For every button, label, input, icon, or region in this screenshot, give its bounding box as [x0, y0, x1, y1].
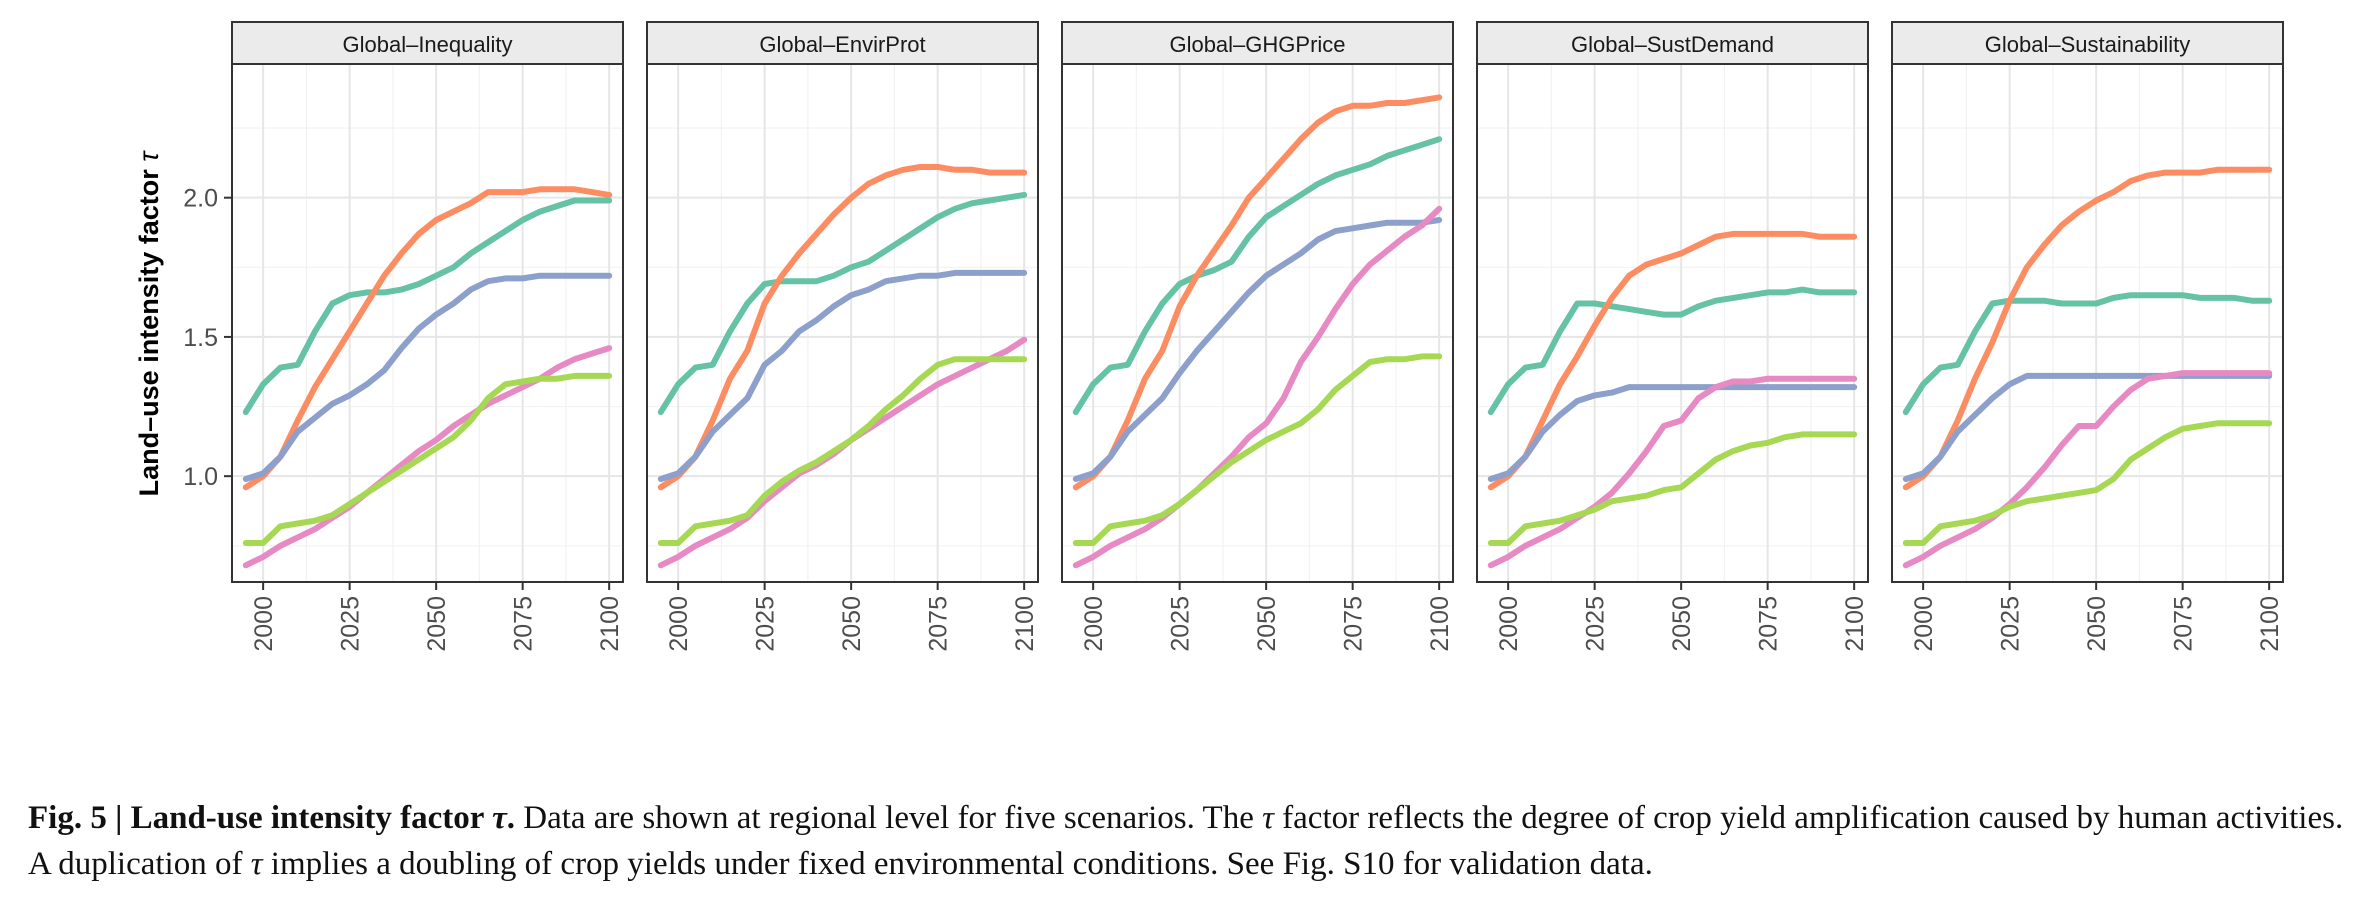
x-tick-label: 2100 [1426, 596, 1454, 652]
panel-border [1891, 63, 2284, 583]
panel-strip [646, 21, 1039, 65]
panel-border [646, 63, 1039, 583]
plot-background [647, 64, 1038, 582]
series-line-row [1072, 353, 1443, 546]
x-tick-label: 2025 [337, 596, 365, 652]
series-line-asia [1902, 166, 2273, 491]
panel-title: Global–EnvirProt [759, 32, 925, 57]
panel-border [1061, 63, 1454, 583]
x-tick-label: 2100 [1011, 596, 1039, 652]
panel-border [231, 63, 624, 583]
series-line-ssa [1487, 375, 1858, 569]
x-tick-label: 2000 [1495, 596, 1523, 652]
panel-global-sustainability: Global–Sustainability 2000 2025 2050 2075 210… [1891, 21, 2284, 652]
x-tick-label: 2000 [665, 596, 693, 652]
x-tick-label: 2025 [1582, 596, 1610, 652]
series-line-asia [242, 186, 613, 491]
x-tick-label: 2000 [250, 596, 278, 652]
x-tick-label: 2000 [1080, 596, 1108, 652]
caption-text-2: factor reflects the degree of crop yield… [28, 800, 2344, 882]
x-tick-label: 2050 [1668, 596, 1696, 652]
plot-background [1062, 64, 1453, 582]
series-line-lam [1487, 384, 1858, 482]
panel-global-inequality: Global–Inequality 2000 2025 2050 2075 2100 [231, 21, 624, 652]
series-line-row [242, 372, 613, 546]
caption-tau-1: τ [1262, 800, 1274, 836]
series-line-lam [242, 272, 613, 482]
x-tick-label: 2025 [752, 596, 780, 652]
panel-strip [1891, 21, 2284, 65]
x-tick-label: 2075 [925, 596, 953, 652]
x-tick-label: 2100 [2256, 596, 2284, 652]
y-tick-label: 1.0 [183, 463, 218, 491]
x-tick-label: 2025 [1167, 596, 1195, 652]
panel-global-sustdemand: Global–SustDemand 2000 2025 2050 2075 2100 [1476, 21, 1869, 652]
y-tick-label: 2.0 [183, 185, 218, 213]
x-tick-label: 2025 [1997, 596, 2025, 652]
series-line-ssa [242, 345, 613, 569]
caption-label-end: . [506, 800, 515, 836]
x-tick-label: 2050 [423, 596, 451, 652]
caption-text-1: Data are shown at regional level for fiv… [515, 800, 1263, 836]
x-tick-label: 2100 [1841, 596, 1869, 652]
series-line-oecd90-eu [1487, 286, 1858, 416]
panel-global-envirprot: Global–EnvirProt 2000 2025 2050 2075 2100 [646, 21, 1039, 652]
panel-title: Global–SustDemand [1571, 32, 1774, 57]
x-tick-label: 2100 [596, 596, 624, 652]
series-line-row [1487, 431, 1858, 546]
y-axis-title-symbol: τ [134, 150, 164, 162]
panel-global-ghgprice: Global–GHGPrice 2000 2025 2050 2075 2100 [1061, 21, 1454, 652]
faceted-line-chart: Land–use intensity factor τ 1.0 1.5 2.0 Glob… [134, 21, 2284, 652]
x-tick-label: 2075 [510, 596, 538, 652]
series-line-row [657, 356, 1028, 546]
figure-caption: Fig. 5 | Land-use intensity factor τ. Da… [28, 795, 2358, 887]
series-line-oecd90-eu [1902, 292, 2273, 416]
series-line-oecd90-eu [657, 191, 1028, 416]
x-tick-label: 2050 [2083, 596, 2111, 652]
series-line-asia [1072, 94, 1443, 491]
x-tick-label: 2075 [1340, 596, 1368, 652]
x-tick-label: 2075 [2170, 596, 2198, 652]
y-tick-label: 1.5 [183, 324, 218, 352]
series-line-asia [1487, 230, 1858, 491]
panel-title: Global–Sustainability [1985, 32, 2190, 57]
panel-strip [1061, 21, 1454, 65]
panel-strip [231, 21, 624, 65]
caption-label-symbol: τ [492, 800, 507, 836]
panel-title: Global–Inequality [342, 32, 512, 57]
series-line-lam [1072, 217, 1443, 482]
caption-label: Fig. 5 | Land-use intensity factor τ. [28, 800, 515, 836]
series-line-oecd90-eu [242, 197, 613, 416]
series-line-row [1902, 420, 2273, 546]
x-tick-label: 2075 [1755, 596, 1783, 652]
series-line-oecd90-eu [1072, 136, 1443, 416]
series-line-ssa [1072, 205, 1443, 569]
x-tick-label: 2000 [1910, 596, 1938, 652]
plot-background [1892, 64, 2283, 582]
y-axis-title: Land–use intensity factor τ [134, 150, 164, 497]
panel-strip [1476, 21, 1869, 65]
series-line-asia [657, 164, 1028, 491]
series-line-ssa [1902, 370, 2273, 569]
caption-tau-2: τ [250, 846, 263, 882]
plot-background [1477, 64, 1868, 582]
y-axis-title-text: Land–use intensity factor [134, 162, 164, 497]
caption-label-text: Fig. 5 | Land-use intensity factor [28, 800, 493, 836]
panel-title: Global–GHGPrice [1169, 32, 1345, 57]
x-tick-label: 2050 [1253, 596, 1281, 652]
x-tick-label: 2050 [838, 596, 866, 652]
series-line-lam [657, 269, 1028, 482]
panel-border [1476, 63, 1869, 583]
caption-text-3: implies a doubling of crop yields under … [262, 846, 1653, 882]
